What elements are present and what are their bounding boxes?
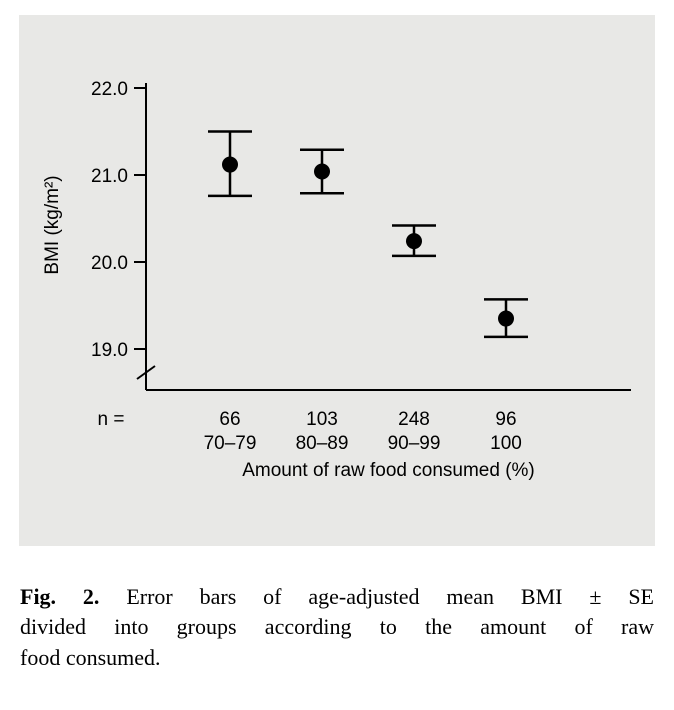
y-tick-label: 19.0 (91, 340, 128, 361)
caption-line-1: Fig. 2. Error bars of age-adjusted mean … (20, 582, 654, 612)
n-label: n = (98, 409, 125, 430)
x-axis-label: Amount of raw food consumed (%) (242, 460, 535, 481)
chart-panel: 22.0 21.0 20.0 19.0 66 70–79 103 80–89 248 90–99 9… (19, 15, 655, 546)
n-value: 248 (398, 409, 430, 430)
x-category-label: 90–99 (388, 433, 441, 454)
bmi-error-bar-chart: 22.0 21.0 20.0 19.0 66 70–79 103 80–89 248 90–99 9… (42, 79, 631, 481)
y-tick-label: 21.0 (91, 166, 128, 187)
mean-point (222, 156, 238, 173)
caption-label: Fig. 2. (20, 584, 100, 609)
caption-text-2: divided into groups according to the amo… (20, 614, 654, 640)
figure-caption: Fig. 2. Error bars of age-adjusted mean … (20, 582, 654, 673)
axis-break (136, 365, 156, 380)
caption-text-1: Error bars of age-adjusted mean BMI ± SE (126, 584, 654, 609)
y-tick-label: 20.0 (91, 253, 128, 274)
caption-line-3: food consumed. (20, 643, 654, 673)
n-value: 96 (495, 409, 516, 430)
mean-point (314, 163, 330, 180)
x-category-label: 80–89 (296, 433, 349, 454)
y-tick-label: 22.0 (91, 79, 128, 100)
x-category-label: 70–79 (204, 433, 257, 454)
x-category-label: 100 (490, 433, 522, 454)
y-axis-label: BMI (kg/m²) (42, 175, 63, 274)
n-value: 103 (306, 409, 338, 430)
mean-point (498, 310, 514, 327)
n-value: 66 (219, 409, 240, 430)
caption-text-3: food consumed. (20, 644, 161, 670)
mean-point (406, 233, 422, 250)
caption-line-2: divided into groups according to the amo… (20, 612, 654, 642)
